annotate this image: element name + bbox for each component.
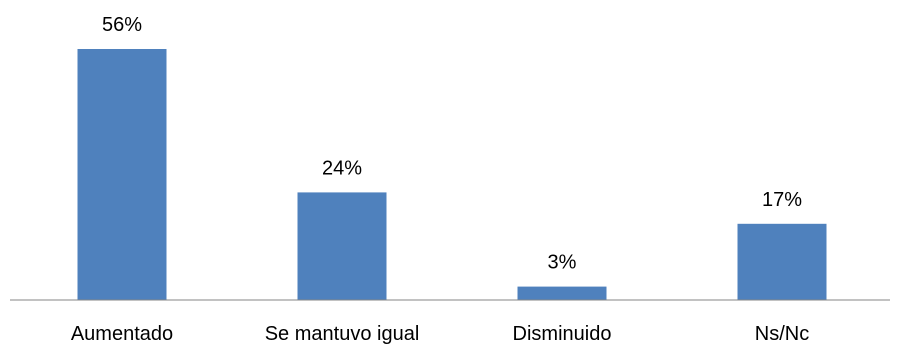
category-label-4: Ns/Nc (755, 323, 809, 345)
bar-3 (517, 286, 607, 300)
value-label-1: 56% (102, 14, 142, 36)
category-label-1: Aumentado (71, 323, 173, 345)
value-label-2: 24% (322, 157, 362, 179)
value-label-3: 3% (548, 252, 577, 274)
category-label-3: Disminuido (513, 323, 612, 345)
bar-1 (77, 49, 167, 300)
bars-group (77, 49, 827, 300)
value-labels-group: 56% 24% 3% 17% (102, 14, 802, 274)
category-labels-group: Aumentado Se mantuvo igual Disminuido Ns/Nc (71, 323, 809, 345)
bar-4 (737, 223, 827, 300)
category-label-2: Se mantuvo igual (265, 323, 420, 345)
value-label-4: 17% (762, 189, 802, 211)
bar-2 (297, 192, 387, 300)
